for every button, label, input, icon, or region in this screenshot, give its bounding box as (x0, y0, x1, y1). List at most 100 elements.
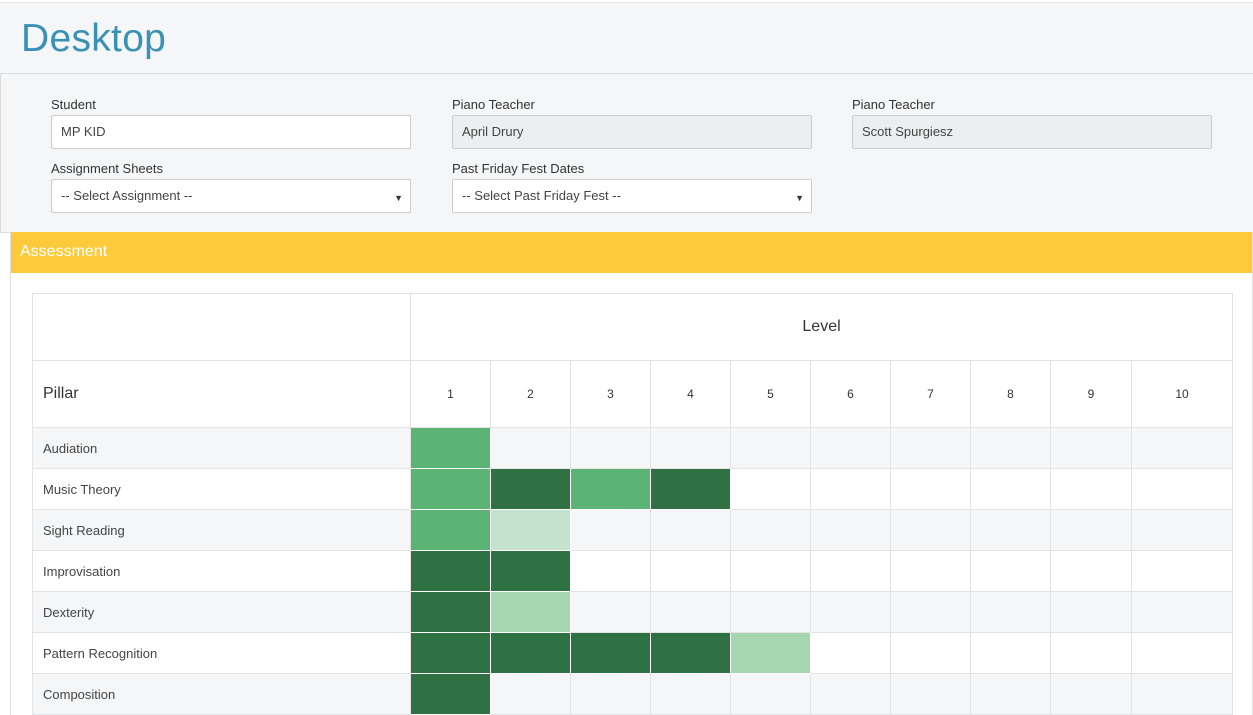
pillar-row: Improvisation (32, 550, 1234, 592)
level-cell (810, 632, 891, 674)
assessment-grid: Level Pillar 1 2 3 4 5 6 7 8 9 10 Audiation Music … (32, 293, 1234, 715)
level-cell (1130, 468, 1234, 510)
level-cell (730, 427, 811, 469)
level-cell (890, 673, 971, 715)
level-cell (970, 427, 1051, 469)
assessment-panel: Assessment Level Pillar 1 2 3 4 5 6 7 8 9 10 Audi… (10, 232, 1253, 715)
level-cell (730, 591, 811, 633)
level-cell (970, 673, 1051, 715)
level-header-6: 6 (810, 360, 891, 428)
pillar-name: Audiation (32, 427, 411, 469)
level-cell (650, 468, 731, 510)
level-cell (650, 550, 731, 592)
level-cell (570, 591, 651, 633)
pillar-caption: Pillar (32, 360, 411, 428)
level-cell (970, 591, 1051, 633)
pillar-name: Composition (32, 673, 411, 715)
level-cell (730, 632, 811, 674)
pillar-row: Dexterity (32, 591, 1234, 633)
level-cell (1130, 509, 1234, 551)
piano-teacher-field-1: April Drury (452, 115, 812, 149)
level-cell (1050, 673, 1132, 715)
level-cell (970, 468, 1051, 510)
level-header-4: 4 (650, 360, 731, 428)
level-cell (410, 427, 491, 469)
level-cell (810, 550, 891, 592)
level-cell (1130, 427, 1234, 469)
level-cell (570, 550, 651, 592)
level-cell (890, 550, 971, 592)
level-cell (730, 468, 811, 510)
level-cell (650, 673, 731, 715)
level-cell (890, 509, 971, 551)
level-cell (410, 550, 491, 592)
level-cell (410, 632, 491, 674)
level-cell (650, 591, 731, 633)
level-cell (650, 632, 731, 674)
past-friday-fest-label: Past Friday Fest Dates (452, 161, 585, 176)
assignment-select[interactable]: -- Select Assignment -- ▼ (51, 179, 411, 213)
level-cell (410, 673, 491, 715)
level-cell (1050, 550, 1132, 592)
level-header-7: 7 (890, 360, 971, 428)
level-cell (490, 632, 571, 674)
level-cell (650, 509, 731, 551)
level-caption: Level (409, 293, 1234, 361)
level-header-5: 5 (730, 360, 811, 428)
level-header-9: 9 (1050, 360, 1132, 428)
pillar-name: Improvisation (32, 550, 411, 592)
level-cell (970, 550, 1051, 592)
page-header: Desktop (0, 2, 1253, 74)
student-field[interactable]: MP KID (51, 115, 411, 149)
level-cell (650, 427, 731, 469)
level-cell (1050, 427, 1132, 469)
level-header-3: 3 (570, 360, 651, 428)
page-title: Desktop (21, 17, 167, 60)
level-cell (570, 427, 651, 469)
level-header-10: 10 (1130, 360, 1234, 428)
level-cell (490, 427, 571, 469)
pillar-name: Sight Reading (32, 509, 411, 551)
pillar-row: Sight Reading (32, 509, 1234, 551)
level-cell (490, 673, 571, 715)
level-cell (890, 427, 971, 469)
pillar-row: Music Theory (32, 468, 1234, 510)
past-friday-fest-select-value: -- Select Past Friday Fest -- (462, 188, 621, 203)
level-cell (730, 509, 811, 551)
level-cell (1130, 632, 1234, 674)
level-cell (1050, 632, 1132, 674)
level-cell (490, 509, 571, 551)
piano-teacher-field-2: Scott Spurgiesz (852, 115, 1212, 149)
level-cell (410, 591, 491, 633)
pillar-row: Composition (32, 673, 1234, 715)
chevron-down-icon: ▼ (394, 193, 403, 203)
level-cell (1130, 550, 1234, 592)
level-cell (1050, 509, 1132, 551)
level-cell (970, 632, 1051, 674)
level-cell (1130, 673, 1234, 715)
level-cell (890, 632, 971, 674)
assignment-select-value: -- Select Assignment -- (61, 188, 193, 203)
student-label: Student (51, 97, 96, 112)
level-cell (730, 550, 811, 592)
pillar-name: Dexterity (32, 591, 411, 633)
assignment-sheets-label: Assignment Sheets (51, 161, 164, 176)
pillar-row: Audiation (32, 427, 1234, 469)
chevron-down-icon: ▼ (795, 193, 804, 203)
past-friday-fest-select[interactable]: -- Select Past Friday Fest -- ▼ (452, 179, 812, 213)
level-cell (570, 632, 651, 674)
level-cell (890, 468, 971, 510)
piano-teacher-label-1: Piano Teacher (452, 97, 535, 112)
assessment-heading: Assessment (11, 232, 1252, 273)
level-cell (490, 468, 571, 510)
level-cell (810, 591, 891, 633)
level-cell (730, 673, 811, 715)
level-cell (570, 468, 651, 510)
level-cell (570, 673, 651, 715)
level-cell (490, 550, 571, 592)
piano-teacher-label-2: Piano Teacher (852, 97, 935, 112)
student-info-panel: Student MP KID Piano Teacher April Drury… (0, 73, 1253, 233)
level-cell (1050, 468, 1132, 510)
level-cell (1130, 591, 1234, 633)
level-cell (810, 468, 891, 510)
